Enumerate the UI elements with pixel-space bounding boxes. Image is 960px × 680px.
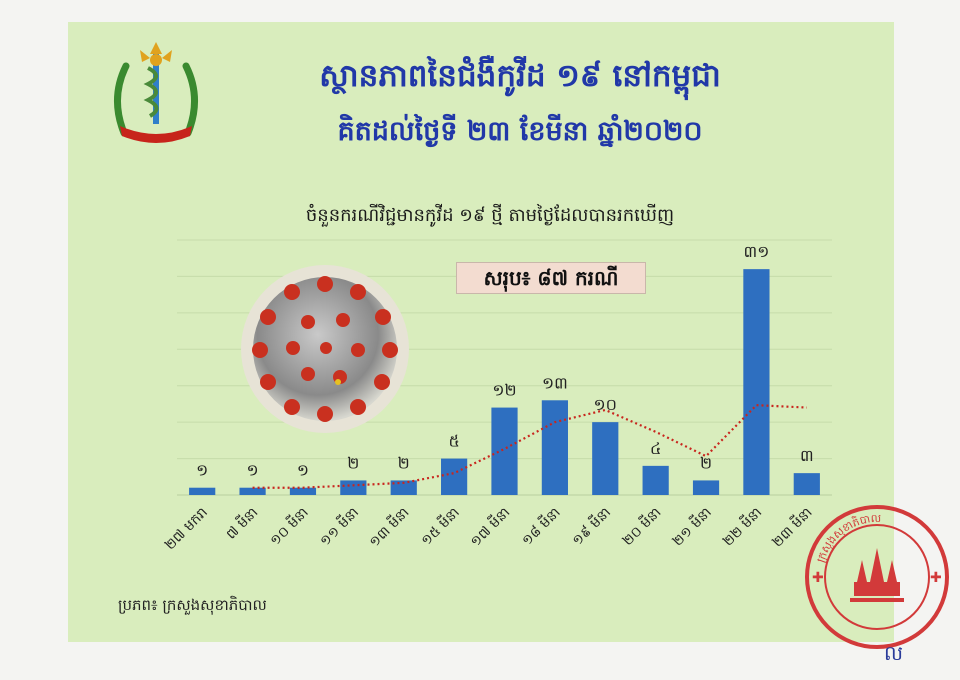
bar [642,465,669,495]
x-tick-label: ១០ មីនា [266,503,312,549]
official-stamp-icon: ក្រសួងសុខាភិបាល ✚ ✚ [805,505,949,649]
stamp-text: ក្រសួងសុខាភិបាល [814,512,881,564]
bar-value-label: ១២ [492,381,516,400]
bar [239,487,266,495]
bar-value-label: ២ [347,453,359,472]
chart-title: ចំនួនករណីវិជ្ជមានកូវីដ ១៩ ថ្មី តាមថ្ងៃដែ… [305,205,675,226]
bar-value-label: ១០ [594,395,617,414]
x-tick-label: ២១ មីនា [668,503,715,550]
x-tick-label: ១៧ មីនា [466,503,513,550]
bar-value-label: ៤ [650,439,661,458]
bar-value-label: ៣១ [744,242,770,261]
bar-value-label: ៣ [800,446,814,465]
x-tick-label: ១៥ មីនា [417,503,463,549]
svg-text:✚: ✚ [812,570,824,586]
signature: ល [884,641,904,665]
bar [340,480,367,495]
bar-value-label: ១ [196,461,208,480]
bar [592,422,619,495]
svg-text:✚: ✚ [930,570,942,586]
page-subtitle: គិតដល់ថ្ងៃទី ២៣ ខែមីនា ឆ្នាំ២០២០ [337,116,703,147]
bar [289,487,317,495]
bar-value-label: ១ [247,461,259,480]
svg-text:ក្រសួងសុខាភិបាល: ក្រសួងសុខាភិបាល [814,512,881,564]
x-tick-label: ១៨ មីនា [518,503,564,549]
bar-value-label: ១ [297,461,309,480]
bar-value-label: ២ [700,453,712,472]
bar [692,480,720,495]
x-tick-label: ៧ មីនា [222,503,262,543]
bar-value-label: ៥ [448,432,459,451]
bar [743,269,770,495]
x-tick-label: ១៩ មីនា [568,503,614,549]
bar [390,480,417,495]
bar [793,473,820,495]
x-tick-label: ២៧ មករា [162,505,211,554]
x-tick-label: ១១ មីនា [316,503,363,550]
bar [491,407,518,495]
x-tick-label: ២២ មីនា [719,503,766,550]
x-tick-label: ២០ មីនា [618,503,664,549]
coronavirus-icon [241,265,409,433]
bar [189,487,216,495]
total-cases-badge: សរុប៖ ៨៧ ករណី [456,262,646,294]
ministry-logo-icon [113,42,199,143]
page-title: ស្ថានភាពនៃជំងឺកូវីដ ១៩ នៅកម្ពុជា [319,58,721,94]
x-tick-label: ១៣ មីនា [365,503,413,551]
bar [441,458,468,495]
source-note: ប្រភព៖ ក្រសួងសុខាភិបាល [118,596,267,614]
trend-line [252,404,807,489]
bar-value-label: ១៣ [542,373,568,392]
bar [541,400,568,495]
bar-value-label: ២ [398,453,410,472]
